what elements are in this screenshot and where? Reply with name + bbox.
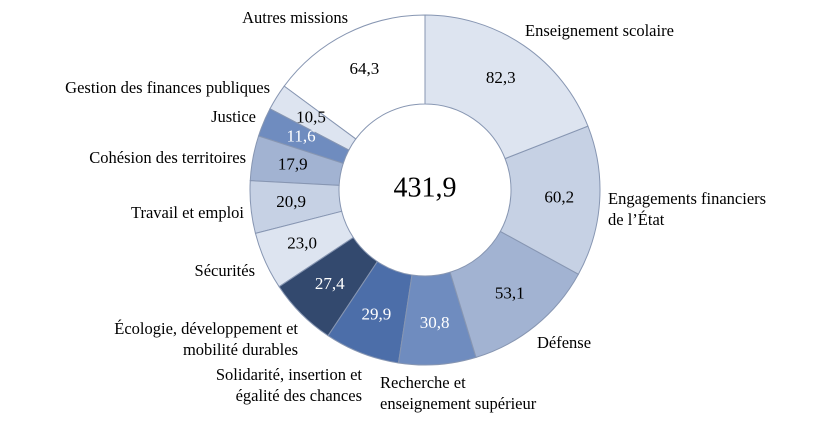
slice — [269, 85, 357, 151]
value-label: 20,9 — [276, 192, 306, 211]
value-label: 29,9 — [362, 304, 392, 323]
total-label: 431,9 — [394, 172, 457, 203]
slice — [257, 108, 350, 165]
category-label: Sécurités — [194, 261, 255, 280]
value-label: 27,4 — [315, 274, 345, 293]
slice — [249, 135, 344, 186]
value-label: 23,0 — [287, 233, 317, 252]
category-label: Solidarité, insertion et égalité des cha… — [215, 365, 362, 405]
slice — [499, 125, 601, 275]
category-label: Autres missions — [242, 8, 348, 27]
slice — [449, 230, 580, 359]
category-label: Travail et emploi — [130, 203, 244, 222]
value-label: 82,3 — [486, 68, 516, 87]
slice — [327, 260, 413, 364]
value-label: 10,5 — [296, 108, 326, 127]
value-label: 64,3 — [349, 59, 379, 78]
value-label: 53,1 — [495, 283, 525, 302]
slice — [249, 180, 343, 235]
category-label: Justice — [211, 107, 256, 126]
category-label: Enseignement scolaire — [525, 21, 674, 40]
category-label: Défense — [537, 333, 592, 352]
value-label: 60,2 — [544, 188, 574, 207]
category-label: Cohésion des territoires — [89, 148, 246, 167]
slice — [254, 210, 355, 288]
category-label: Écologie, développement et mobilité dura… — [114, 319, 298, 359]
slice — [278, 236, 379, 337]
category-label: Recherche et enseignement supérieur — [380, 373, 537, 413]
value-label: 11,6 — [286, 127, 315, 146]
value-label: 17,9 — [278, 154, 308, 173]
category-label: Gestion des finances publiques — [65, 78, 270, 97]
category-label: Engagements financiers de l’État — [608, 189, 767, 229]
slice — [424, 14, 589, 160]
value-label: 30,8 — [420, 313, 450, 332]
